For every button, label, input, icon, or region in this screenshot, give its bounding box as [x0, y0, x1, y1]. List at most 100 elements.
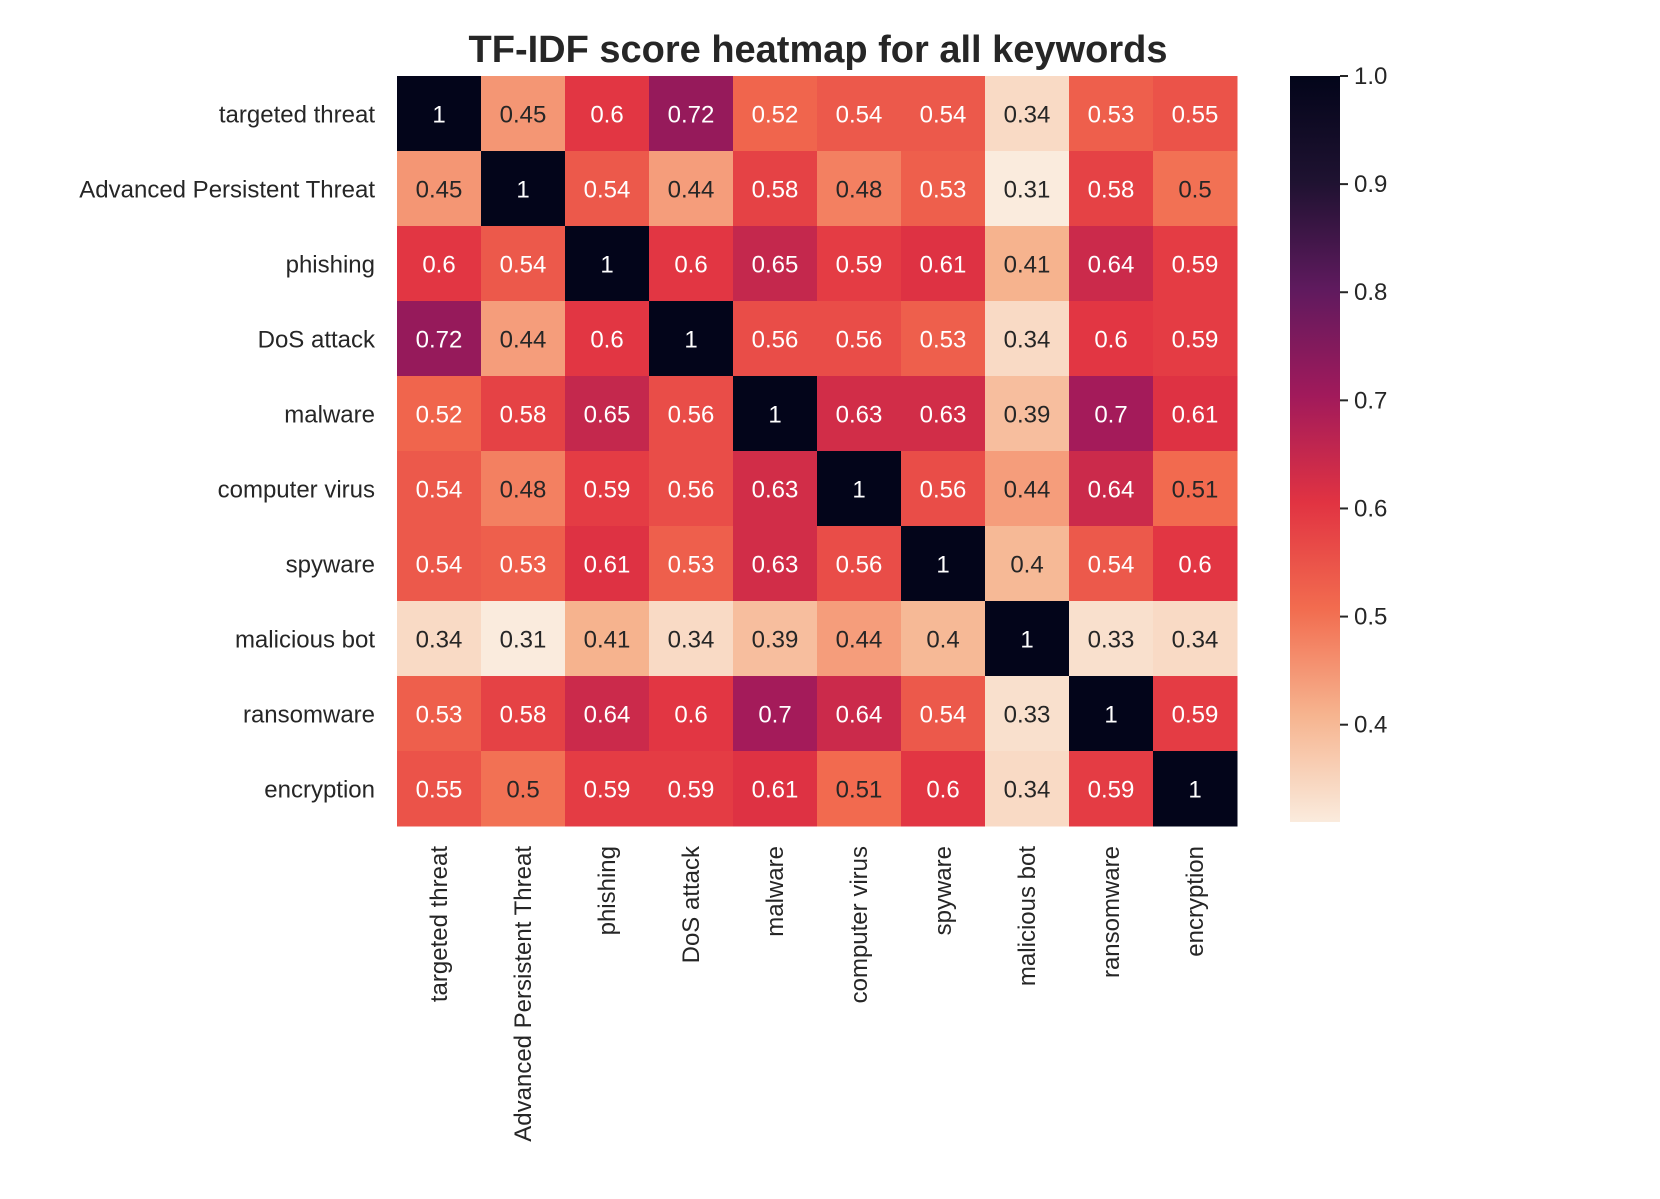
heatmap-cell — [901, 451, 986, 527]
cell-value-label: 0.51 — [836, 777, 883, 804]
heatmap-cell — [397, 76, 482, 152]
heatmap-cell — [481, 151, 566, 227]
heatmap-cell — [1153, 751, 1238, 827]
heatmap-cell — [397, 526, 482, 602]
cell-value-label: 0.44 — [836, 627, 883, 654]
colorbar-tick-label: 0.8 — [1354, 279, 1387, 306]
heatmap-cell — [817, 451, 902, 527]
cell-value-label: 0.53 — [500, 552, 547, 579]
column-label: malicious bot — [1014, 846, 1041, 986]
heatmap-cell — [397, 451, 482, 527]
heatmap-cell — [397, 376, 482, 452]
cell-value-label: 0.31 — [1004, 177, 1051, 204]
cell-value-label: 0.5 — [1178, 177, 1211, 204]
cell-value-label: 0.6 — [674, 702, 707, 729]
heatmap-cell — [817, 76, 902, 152]
heatmap-cell — [481, 751, 566, 827]
heatmap-cell — [565, 151, 650, 227]
colorbar-tick-label: 1.0 — [1354, 63, 1387, 90]
heatmap-cell — [397, 151, 482, 227]
heatmap-cell — [1069, 601, 1154, 677]
heatmap-cell — [565, 751, 650, 827]
heatmap-cell — [1069, 301, 1154, 377]
heatmap-cell — [901, 301, 986, 377]
heatmap-cell — [817, 376, 902, 452]
column-labels: targeted threat Advanced Persistent Threa… — [426, 845, 1209, 1142]
heatmap-cell — [733, 601, 818, 677]
heatmap-cell — [1153, 76, 1238, 152]
cell-value-label: 0.56 — [668, 402, 715, 429]
cell-value-label: 0.64 — [1088, 252, 1135, 279]
cell-value-label: 0.53 — [920, 177, 967, 204]
row-label: encryption — [264, 777, 375, 804]
cell-value-label: 0.59 — [668, 777, 715, 804]
heatmap-cell — [901, 751, 986, 827]
cell-value-label: 1 — [1104, 702, 1117, 729]
cell-value-label: 0.7 — [758, 702, 791, 729]
heatmap-cell — [1153, 151, 1238, 227]
heatmap-cell — [901, 676, 986, 752]
cell-value-label: 0.6 — [590, 327, 623, 354]
row-label: targeted threat — [219, 102, 375, 129]
cell-value-label: 0.6 — [422, 252, 455, 279]
heatmap-cell — [649, 151, 734, 227]
cell-value-label: 0.34 — [1004, 777, 1051, 804]
cell-value-label: 1 — [684, 327, 697, 354]
heatmap-cell — [649, 226, 734, 302]
cell-value-label: 0.52 — [416, 402, 463, 429]
cell-value-label: 0.39 — [752, 627, 799, 654]
cell-value-label: 0.34 — [1004, 102, 1051, 129]
cell-value-label: 0.63 — [752, 552, 799, 579]
heatmap-cell — [397, 301, 482, 377]
heatmap-cell — [817, 751, 902, 827]
heatmap-cell — [397, 226, 482, 302]
cell-value-label: 0.54 — [584, 177, 631, 204]
heatmap-cell — [1069, 526, 1154, 602]
cell-value-label: 0.56 — [920, 477, 967, 504]
heatmap-cell — [985, 751, 1070, 827]
cell-value-label: 0.33 — [1088, 627, 1135, 654]
cell-value-label: 0.44 — [668, 177, 715, 204]
heatmap-cell — [1153, 451, 1238, 527]
cell-value-label: 0.54 — [500, 252, 547, 279]
heatmap-cell — [649, 76, 734, 152]
cell-value-label: 0.59 — [1172, 252, 1219, 279]
cell-value-label: 0.58 — [500, 702, 547, 729]
cell-value-label: 0.65 — [752, 252, 799, 279]
column-label: computer virus — [846, 846, 873, 1003]
heatmap-cell — [1153, 526, 1238, 602]
heatmap-cell — [1153, 226, 1238, 302]
heatmap-cell — [817, 151, 902, 227]
heatmap-cell — [1069, 451, 1154, 527]
heatmap-cell — [817, 301, 902, 377]
cell-value-label: 0.72 — [668, 102, 715, 129]
cell-value-label: 1 — [1020, 627, 1033, 654]
cell-value-label: 0.39 — [1004, 402, 1051, 429]
row-label: Advanced Persistent Threat — [79, 177, 375, 204]
cell-value-label: 0.54 — [920, 102, 967, 129]
cell-value-label: 0.61 — [1172, 402, 1219, 429]
cell-value-label: 0.56 — [668, 477, 715, 504]
heatmap-cell — [733, 226, 818, 302]
row-label: spyware — [286, 552, 375, 579]
heatmap-cell — [481, 76, 566, 152]
heatmap-cell — [565, 676, 650, 752]
heatmap-cell — [901, 526, 986, 602]
heatmap-cell — [481, 301, 566, 377]
heatmap-cell — [901, 376, 986, 452]
cell-value-label: 0.6 — [590, 102, 623, 129]
cell-value-label: 0.61 — [752, 777, 799, 804]
cell-value-label: 0.61 — [584, 552, 631, 579]
cell-value-label: 0.65 — [584, 402, 631, 429]
cell-value-label: 0.41 — [584, 627, 631, 654]
cell-value-label: 0.6 — [1094, 327, 1127, 354]
cell-value-label: 0.56 — [752, 327, 799, 354]
cell-value-label: 0.4 — [926, 627, 959, 654]
heatmap-cell — [1153, 601, 1238, 677]
heatmap-cell — [649, 451, 734, 527]
heatmap-cell — [481, 601, 566, 677]
cell-value-label: 0.45 — [500, 102, 547, 129]
heatmap-cell — [565, 226, 650, 302]
colorbar-tick-label: 0.7 — [1354, 387, 1387, 414]
